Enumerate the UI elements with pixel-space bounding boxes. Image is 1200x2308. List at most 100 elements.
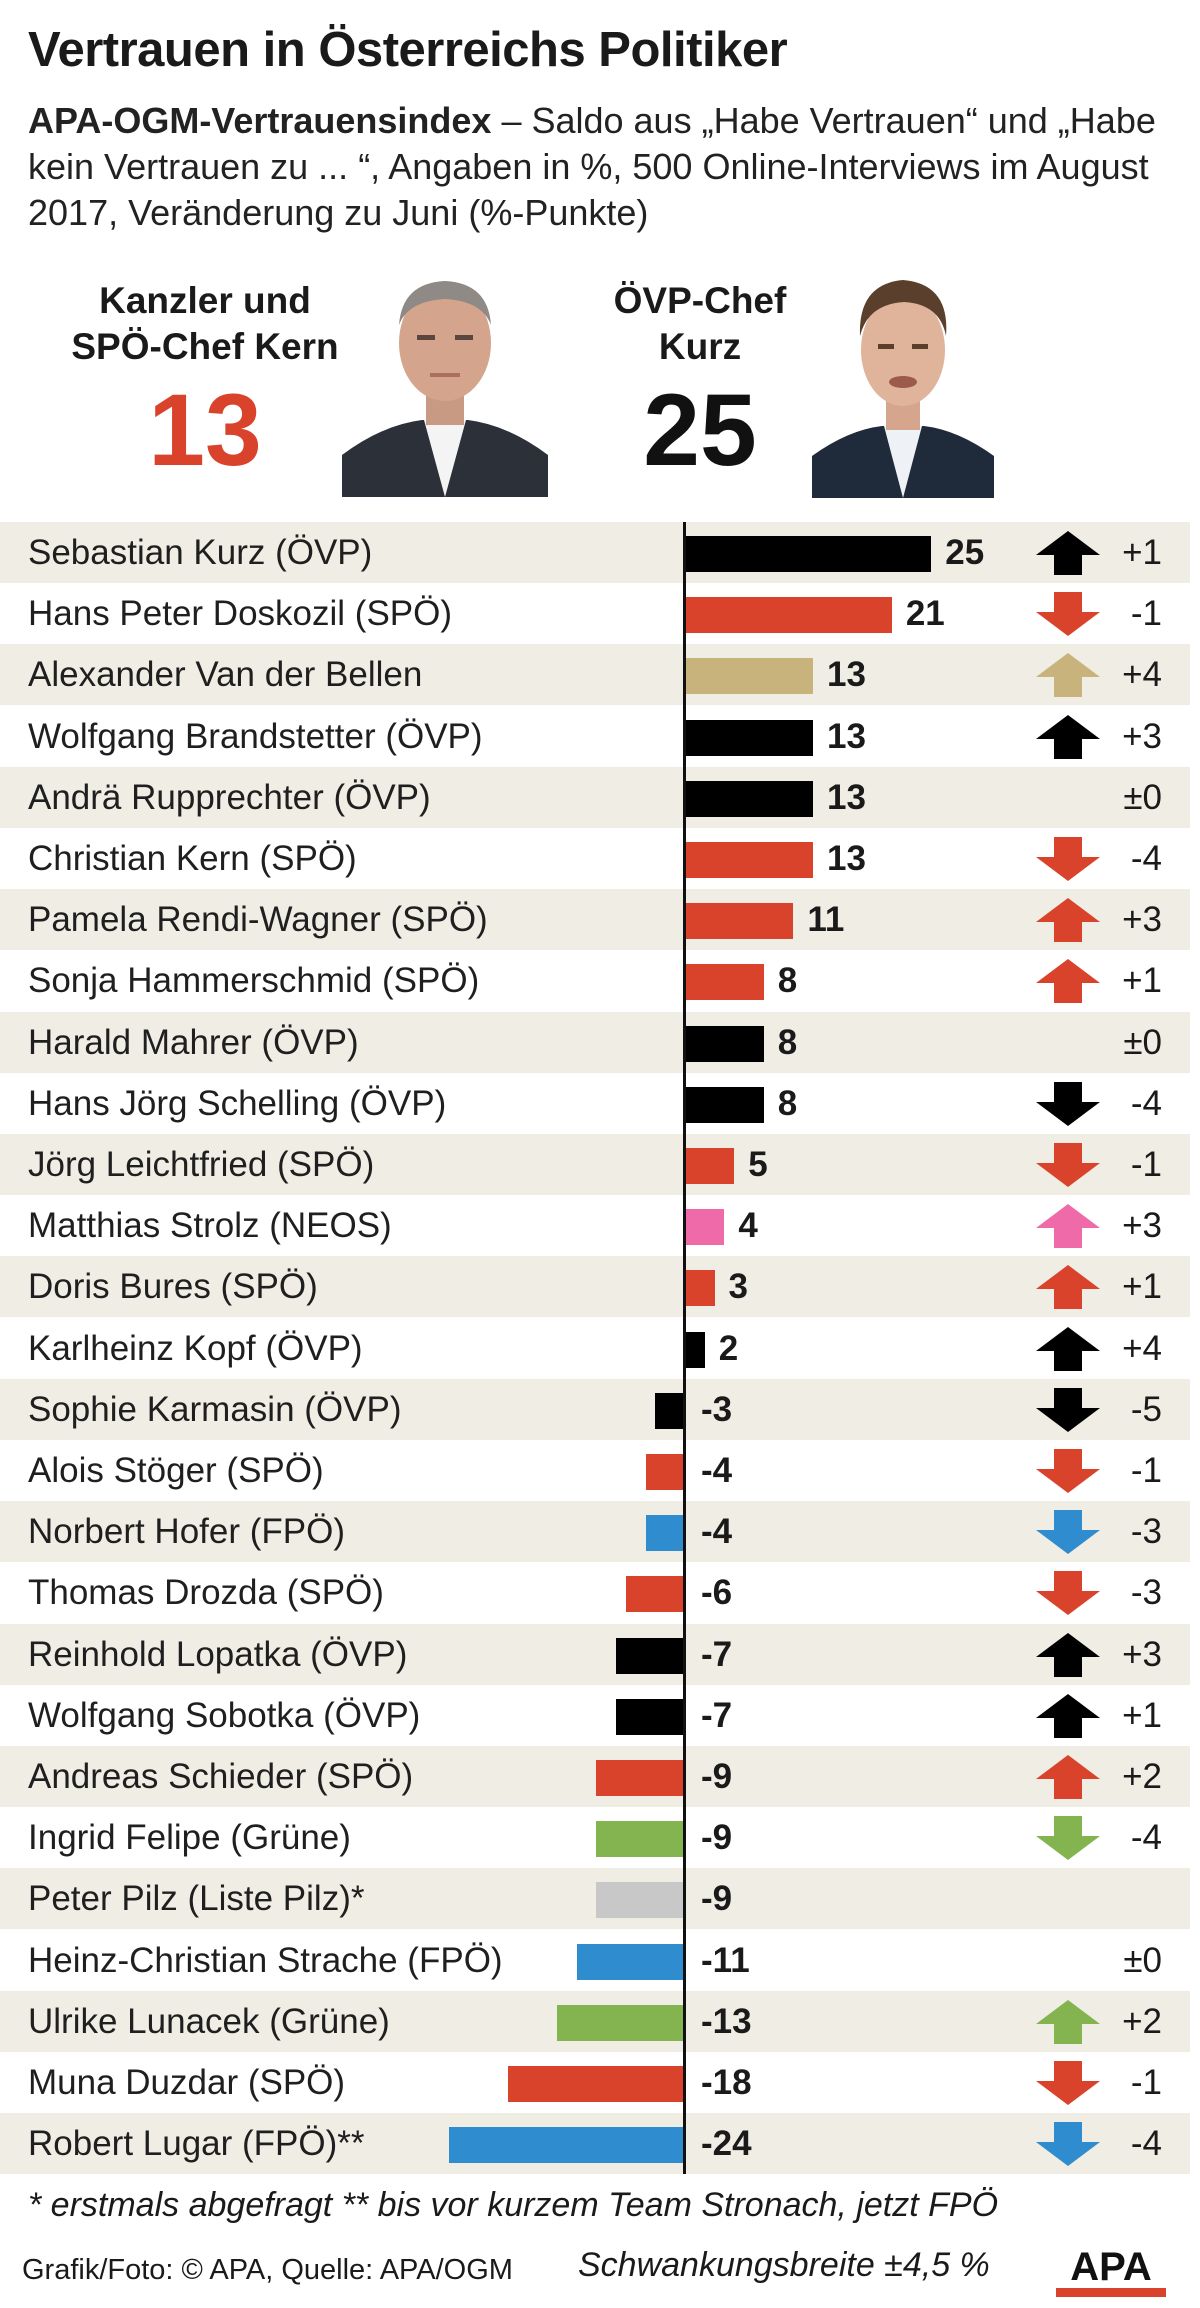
change-label: -4 [1130,2124,1162,2164]
bar-category-label: Wolfgang Sobotka (ÖVP) [28,1695,421,1735]
bar [685,1270,715,1307]
highlight-kurz-line1: ÖVP-Chef [613,280,787,321]
change-label: -4 [1130,839,1162,878]
bar-value-label: -13 [701,2001,752,2041]
bar [685,1086,764,1123]
bar [576,1943,685,1980]
bar [685,964,764,1001]
bar-value-label: -6 [701,1573,733,1613]
bar-row-ingrid-felipe-gr-ne: Ingrid Felipe (Grüne) -9 -4 [0,1807,1190,1868]
bar-row-christian-kern-sp: Christian Kern (SPÖ) 13 -4 [0,828,1190,889]
bar-value-label: 13 [827,777,866,817]
bar [596,1882,685,1919]
change-label: -3 [1130,1573,1162,1613]
arrow-down-icon [1036,1143,1100,1187]
arrow-up-icon [1036,1755,1100,1799]
bar-category-label: Ingrid Felipe (Grüne) [28,1818,351,1858]
bar [685,1025,764,1062]
arrow-up-icon [1036,531,1100,575]
bar-value-label: 25 [945,533,985,572]
bar-value-label: 13 [827,716,866,756]
bar-row-thomas-drozda-sp: Thomas Drozda (SPÖ) -6 -3 [0,1562,1190,1623]
bar-value-label: -11 [701,1940,750,1980]
footnote: * erstmals abgefragt ** bis vor kurzem T… [28,2186,999,2224]
change-label: ±0 [1123,1940,1162,1980]
bar-row-sonja-hammerschmid-sp: Sonja Hammerschmid (SPÖ) 8 +1 [0,950,1190,1011]
bar-value-label: -9 [701,1879,733,1919]
margin-of-error: Schwankungsbreite ±4,5 % [578,2246,990,2284]
bar [685,903,794,940]
bar-row-andreas-schieder-sp: Andreas Schieder (SPÖ) -9 +2 [0,1746,1190,1807]
bar-category-label: Sonja Hammerschmid (SPÖ) [28,961,480,1001]
bar [685,536,932,572]
bar [596,1821,685,1858]
subtitle-rest: – Saldo aus „Habe Vertrauen“ und „Habe k… [28,100,1156,233]
change-label: +1 [1122,961,1162,1001]
bar-value-label: 21 [905,594,945,634]
bar-row-alois-st-ger-sp: Alois Stöger (SPÖ) -4 -1 [0,1440,1190,1501]
bar [655,1392,685,1429]
bar-category-label: Wolfgang Brandstetter (ÖVP) [28,716,483,756]
bar [596,1760,685,1796]
change-label: +1 [1122,1267,1162,1307]
chart-subtitle: APA-OGM-Vertrauensindex – Saldo aus „Hab… [28,98,1178,236]
bar-value-label: -3 [701,1389,733,1429]
bar-row-wolfgang-sobotka-vp: Wolfgang Sobotka (ÖVP) -7 +1 [0,1685,1190,1746]
bar [645,1515,685,1552]
change-label: +1 [1122,1695,1162,1735]
zero-axis [683,522,686,2174]
bar-row-alexander-van-der-bellen: Alexander Van der Bellen 13 +4 [0,644,1190,706]
bar-category-label: Pamela Rendi-Wagner (SPÖ) [28,900,488,940]
arrow-down-icon [1036,1081,1100,1126]
change-label: +4 [1122,655,1162,695]
bar-category-label: Norbert Hofer (FPÖ) [28,1512,345,1552]
bar-row-sophie-karmasin-vp: Sophie Karmasin (ÖVP) -3 -5 [0,1378,1190,1440]
arrow-up-icon [1036,1693,1100,1738]
bar [616,1637,685,1674]
change-label: -1 [1130,594,1162,634]
arrow-down-icon [1036,1387,1100,1432]
change-label: +4 [1122,1328,1162,1368]
change-label: -1 [1130,1145,1162,1184]
arrow-up-icon [1036,1326,1100,1371]
bar-row-hans-peter-doskozil-sp: Hans Peter Doskozil (SPÖ) 21 -1 [0,583,1190,644]
bar-category-label: Robert Lugar (FPÖ)** [28,2124,365,2164]
bar-category-label: Sophie Karmasin (ÖVP) [28,1389,402,1429]
highlight-kurz-label: ÖVP-Chef Kurz [575,278,825,370]
bar-row-reinhold-lopatka-vp: Reinhold Lopatka (ÖVP) -7 +3 [0,1623,1190,1685]
bar [685,658,814,695]
change-label: +2 [1122,2001,1162,2041]
bar-category-label: Ulrike Lunacek (Grüne) [28,2001,390,2041]
arrow-up-icon [1036,1632,1100,1677]
bar-row-muna-duzdar-sp: Muna Duzdar (SPÖ) -18 -1 [0,2052,1190,2113]
bar [448,2127,685,2164]
bar-value-label: 4 [738,1206,758,1246]
bar-row-hans-j-rg-schelling-vp: Hans Jörg Schelling (ÖVP) 8 -4 [0,1073,1190,1134]
bar-row-harald-mahrer-vp: Harald Mahrer (ÖVP) 8 ±0 [0,1011,1190,1073]
bar-category-label: Matthias Strolz (NEOS) [28,1206,392,1246]
bar-category-label: Thomas Drozda (SPÖ) [28,1573,384,1613]
bar [556,2004,685,2041]
bar-value-label: 8 [777,1022,798,1062]
change-label: -4 [1130,1818,1162,1858]
change-label: +2 [1122,1757,1162,1796]
highlight-kern-value: 13 [148,373,262,487]
arrow-up-icon [1036,714,1100,759]
arrow-up-icon [1036,1204,1100,1249]
bar-row-heinz-christian-strache-fp: Heinz-Christian Strache (FPÖ) -11 ±0 [0,1930,1190,1991]
bar-row-sebastian-kurz-vp: Sebastian Kurz (ÖVP) 25 +1 [0,522,1190,583]
bar-value-label: -7 [701,1634,733,1674]
bar-value-label: 5 [748,1145,768,1184]
bar-row-pamela-rendi-wagner-sp: Pamela Rendi-Wagner (SPÖ) 11 +3 [0,889,1190,951]
bar-row-robert-lugar-fp: Robert Lugar (FPÖ)** -24 -4 [0,2113,1190,2175]
bar-value-label: -9 [701,1757,733,1796]
bar [507,2066,685,2102]
chart-title: Vertrauen in Österreichs Politiker [28,23,788,77]
bar-row-doris-bures-sp: Doris Bures (SPÖ) 3 +1 [0,1256,1190,1318]
bar-category-label: Christian Kern (SPÖ) [28,839,357,878]
bar-row-ulrike-lunacek-gr-ne: Ulrike Lunacek (Grüne) -13 +2 [0,1990,1190,2052]
bar-category-label: Peter Pilz (Liste Pilz)* [28,1879,365,1919]
arrow-down-icon [1036,1449,1100,1493]
bar [685,780,814,817]
apa-logo-text: APA [1070,2245,1151,2289]
